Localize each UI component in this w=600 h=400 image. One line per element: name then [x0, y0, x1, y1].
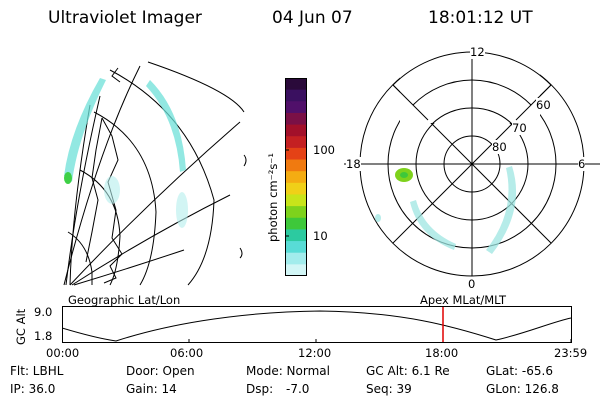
colorbar-cell	[285, 112, 307, 126]
colorbar-cell	[285, 194, 307, 207]
colorbar-tick-100: 100	[313, 143, 335, 157]
colorbar-cell	[285, 171, 307, 184]
colorbar-tick-10: 10	[313, 229, 328, 243]
meridian-line	[73, 249, 185, 286]
mlt-label-12: 12	[470, 45, 485, 59]
filter-status: Flt: LBHL	[10, 364, 64, 378]
colorbar	[285, 78, 307, 276]
mlt-label-18: 18	[346, 157, 361, 171]
coastline	[111, 67, 121, 83]
colorbar-cell	[285, 264, 307, 276]
aurora-emission	[64, 78, 106, 182]
lat-label-80: 80	[492, 140, 507, 154]
latitude-circle	[147, 61, 245, 113]
gain-status: Gain: 14	[126, 382, 177, 396]
colorbar-cell	[285, 217, 307, 231]
colorbar-cell	[285, 229, 307, 242]
meridian-line	[63, 65, 141, 286]
colorbar-cell	[285, 89, 307, 102]
mlt-label-6: 6	[578, 157, 586, 171]
colorbar-cell	[285, 252, 307, 265]
observation-time: 18:01:12 UT	[428, 8, 533, 28]
coastline	[243, 154, 247, 167]
meridian-line	[71, 194, 231, 286]
gc-alt-status: GC Alt: 6.1 Re	[366, 364, 450, 378]
aurora-bright-spot	[64, 172, 72, 184]
time-tick-1800: 18:00	[425, 346, 459, 360]
colorbar-cell	[285, 241, 307, 254]
colorbar-cell	[285, 147, 307, 161]
colorbar-cell	[285, 78, 307, 91]
altitude-tick-9: 9.0	[34, 305, 53, 319]
meridian-line	[69, 121, 241, 286]
altitude-y-label: GC Alt	[14, 308, 28, 345]
polar-label: Apex MLat/MLT	[420, 293, 507, 307]
door-status: Door: Open	[126, 364, 195, 378]
time-tick-0600: 06:00	[170, 346, 204, 360]
aurora-emission	[146, 80, 186, 172]
coastline	[239, 247, 243, 259]
colorbar-cell	[285, 124, 307, 137]
meridian-line	[69, 104, 91, 286]
colorbar-cell	[285, 182, 307, 196]
aurora-bright-spot-core	[400, 172, 408, 178]
geographic-label: Geographic Lat/Lon	[68, 293, 181, 307]
altitude-tick-1-8: 1.8	[34, 329, 53, 343]
altitude-curve	[62, 310, 572, 342]
dsp-value: -7.0	[286, 382, 310, 396]
instrument-title: Ultraviolet Imager	[48, 8, 202, 28]
latitude-circle	[109, 69, 215, 286]
colorbar-cell	[285, 101, 307, 114]
aurora-emission	[486, 166, 517, 254]
aurora-emission	[104, 176, 120, 204]
mode-status: Mode: Normal	[246, 364, 330, 378]
lat-label-60: 60	[536, 98, 551, 112]
geographic-map	[63, 61, 247, 286]
time-tick-0000: 00:00	[46, 346, 80, 360]
aurora-emission	[176, 192, 188, 228]
dsp-label: Dsp:	[246, 382, 274, 396]
ip-status: IP: 36.0	[10, 382, 56, 396]
time-tick-1200: 12:00	[298, 346, 332, 360]
colorbar-cell	[285, 136, 307, 149]
glon-status: GLon: 126.8	[486, 382, 559, 396]
observation-date: 04 Jun 07	[272, 8, 353, 28]
time-tick-2359: 23:59	[554, 346, 588, 360]
colorbar-unit-label: photon cm⁻²s⁻¹	[266, 153, 280, 242]
aurora-emission	[375, 214, 381, 222]
seq-status: Seq: 39	[366, 382, 412, 396]
colorbar-cell	[285, 206, 307, 219]
glat-status: GLat: -65.6	[486, 364, 553, 378]
aurora-emission	[410, 200, 456, 250]
meridian-line	[65, 95, 101, 286]
colorbar-cell	[285, 159, 307, 172]
coastline	[101, 117, 123, 284]
latitude-circle	[93, 111, 157, 286]
label-background	[400, 47, 540, 123]
altitude-plot	[62, 306, 572, 343]
coastline	[85, 117, 103, 263]
lat-label-70: 70	[512, 121, 527, 135]
polar-plot	[344, 47, 600, 277]
mlt-label-0: 0	[468, 277, 476, 291]
